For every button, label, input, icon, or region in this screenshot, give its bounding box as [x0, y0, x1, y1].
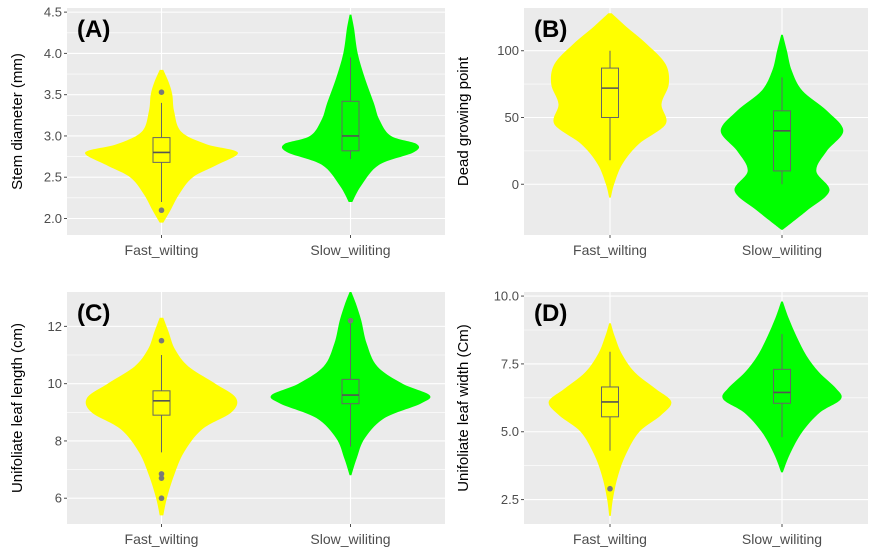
outlier-point	[158, 475, 165, 481]
box-iqr	[341, 378, 360, 405]
outlier-point	[607, 485, 613, 492]
y-tick-label: 4.0	[44, 46, 62, 61]
violin-fast_wilting	[85, 69, 238, 223]
category-label: Slow_wiliting	[310, 242, 390, 258]
y-tick-label: 7.5	[501, 356, 519, 371]
y-tick-label: 4.5	[44, 5, 62, 20]
category-label: Slow_wiliting	[310, 531, 390, 547]
y-tick-label: 2.5	[501, 492, 519, 507]
panel-background	[67, 8, 445, 235]
panel-label: (B)	[534, 16, 567, 43]
y-tick-label: 10.0	[494, 289, 519, 304]
box-iqr	[152, 137, 171, 163]
y-tick-label: 6	[55, 491, 62, 506]
violin-slow_wiliting	[720, 34, 844, 230]
box-iqr	[773, 368, 791, 404]
category-label: Slow_wiliting	[742, 531, 822, 547]
y-tick-label: 2.5	[44, 170, 62, 185]
panel-label: (D)	[534, 300, 567, 327]
category-label: Fast_wilting	[573, 242, 647, 258]
outlier-point	[158, 89, 165, 95]
panel-label: (A)	[77, 16, 110, 43]
panel-3: 6 8 10 12 Fast_wilting Slow_wiliting Unifoliat…	[9, 292, 445, 547]
y-axis-title: Dead growing point	[455, 56, 472, 186]
panel-1: 2.0 2.5 3.0 3.5 4.0 4.5 Fast_wilting Slow_wilit…	[9, 5, 445, 258]
outlier-point	[158, 337, 165, 344]
y-axis-title: Unifoliate leaf length (cm)	[9, 323, 26, 493]
y-tick-label: 12	[48, 319, 62, 334]
outlier-point	[158, 471, 165, 477]
outlier-point	[158, 495, 165, 502]
box-iqr	[152, 390, 171, 416]
y-tick-label: 100	[497, 43, 519, 58]
category-label: Fast_wilting	[573, 531, 647, 547]
box-iqr	[341, 100, 360, 152]
violin-slow_wiliting	[722, 301, 842, 473]
y-tick-label: 50	[505, 110, 519, 125]
category-label: Fast_wilting	[125, 531, 199, 547]
y-tick-label: 3.0	[44, 128, 62, 143]
panel-label: (C)	[77, 300, 110, 327]
y-tick-label: 5.0	[501, 424, 519, 439]
category-label: Slow_wiliting	[742, 242, 822, 258]
y-tick-label: 3.5	[44, 87, 62, 102]
category-label: Fast_wilting	[125, 242, 199, 258]
panel-2: 0 50 100 Fast_wilting Slow_wiliting Dead grow…	[455, 8, 868, 258]
violin-slow_wiliting	[281, 14, 420, 202]
y-tick-label: 10	[48, 376, 62, 391]
y-axis-title: Unifoliate leaf width (Cm)	[455, 324, 472, 492]
y-tick-label: 2.0	[44, 211, 62, 226]
panel-4: 2.5 5.0 7.5 10.0 Fast_wilting Slow_wiliting Un…	[455, 289, 868, 547]
violin-slow_wiliting	[270, 292, 431, 476]
outlier-point	[158, 207, 165, 214]
outlier-point	[347, 317, 354, 324]
box-iqr	[773, 110, 791, 172]
y-tick-label: 0	[512, 177, 519, 192]
box-iqr	[601, 67, 619, 118]
y-axis-title: Stem diameter (mm)	[9, 53, 26, 190]
violin-fast_wilting	[550, 13, 670, 198]
y-tick-label: 8	[55, 433, 62, 448]
